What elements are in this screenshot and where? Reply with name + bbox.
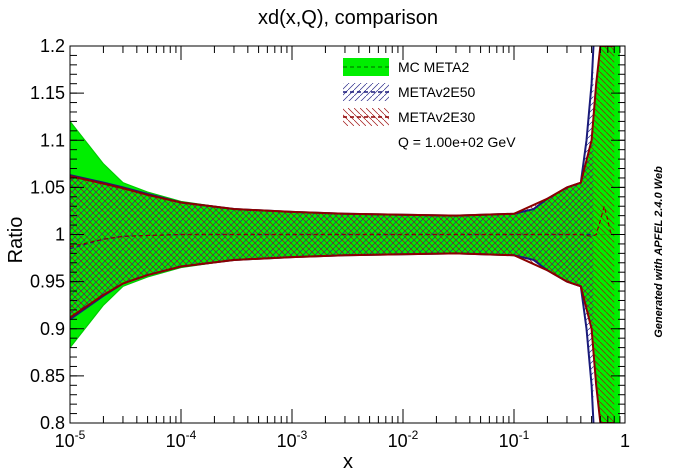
legend-label-metav2e50: METAv2E50	[398, 84, 476, 100]
x-tick-label: 10-4	[166, 428, 197, 451]
y-tick-label: 0.9	[40, 319, 65, 339]
upper-edge-metav2e50	[70, 46, 595, 217]
x-tick-label: 10-3	[277, 428, 308, 451]
legend-label-mc-meta2: MC META2	[398, 59, 470, 75]
series-layer	[70, 46, 620, 423]
x-tick-label: 10-1	[499, 428, 530, 451]
y-tick-label: 0.85	[30, 366, 65, 386]
chart-title: xd(x,Q), comparison	[258, 7, 438, 29]
q-annotation: Q = 1.00e+02 GeV	[398, 134, 516, 150]
lower-edge-mc-meta2	[70, 252, 620, 423]
x-tick-label: 1	[620, 431, 630, 451]
lower-edge-metav2e30	[70, 252, 615, 423]
y-tick-label: 1.2	[40, 36, 65, 56]
y-tick-label: 0.95	[30, 272, 65, 292]
y-tick-label: 1.15	[30, 83, 65, 103]
x-axis-label: x	[343, 451, 353, 472]
legend-label-metav2e30: METAv2E30	[398, 109, 476, 125]
apfel-credit: Generated with APFEL 2.4.0 Web	[653, 166, 665, 338]
y-tick-label: 0.8	[40, 413, 65, 433]
upper-edge-metav2e30	[70, 46, 615, 217]
lower-edge-metav2e50	[70, 252, 595, 423]
y-axis-label: Ratio	[5, 217, 27, 264]
x-tick-label: 10-2	[388, 428, 419, 451]
y-tick-label: 1	[55, 225, 65, 245]
x-tick-label: 10-5	[55, 428, 86, 451]
legend: MC META2 METAv2E50 METAv2E30 Q = 1.00e+0…	[343, 58, 516, 150]
y-tick-label: 1.1	[40, 130, 65, 150]
y-tick-label: 1.05	[30, 177, 65, 197]
